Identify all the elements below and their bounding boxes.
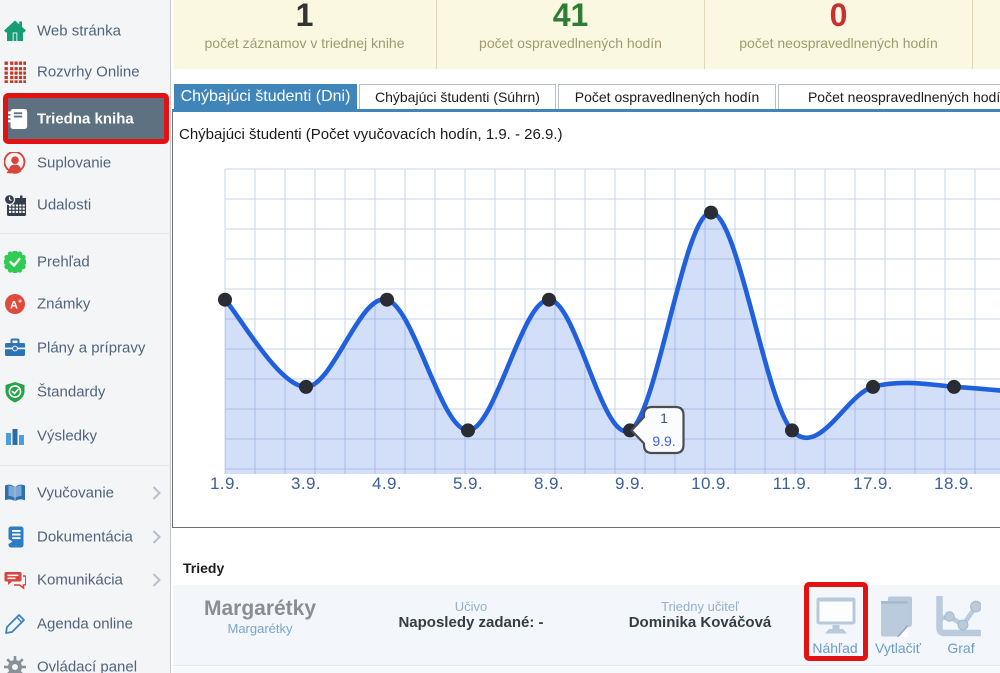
svg-text:1: 1 [660, 410, 668, 426]
svg-text:8.9.: 8.9. [534, 474, 564, 493]
svg-text:4.9.: 4.9. [372, 474, 402, 493]
svg-text:+: + [18, 299, 22, 306]
svg-text:10.9.: 10.9. [691, 474, 731, 493]
svg-text:17.9.: 17.9. [853, 474, 893, 493]
svg-text:11.9.: 11.9. [773, 474, 812, 493]
svg-text:9.9.: 9.9. [652, 433, 675, 449]
svg-text:A: A [10, 300, 18, 312]
svg-text:5.9.: 5.9. [453, 474, 483, 493]
svg-text:9.9.: 9.9. [615, 474, 645, 493]
svg-text:1.9.: 1.9. [210, 474, 240, 493]
svg-text:18.9.: 18.9. [934, 474, 974, 493]
svg-text:3.9.: 3.9. [291, 474, 321, 493]
